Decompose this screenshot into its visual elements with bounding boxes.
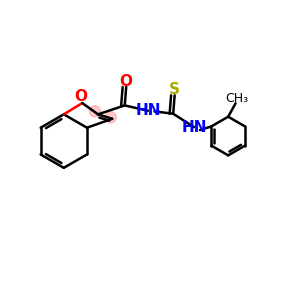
Text: O: O — [74, 89, 87, 104]
Text: O: O — [120, 74, 133, 89]
Text: S: S — [169, 82, 180, 98]
Text: HN: HN — [181, 120, 207, 135]
Circle shape — [89, 106, 101, 117]
Circle shape — [105, 112, 116, 123]
Text: CH₃: CH₃ — [226, 92, 249, 105]
Text: HN: HN — [135, 103, 161, 118]
